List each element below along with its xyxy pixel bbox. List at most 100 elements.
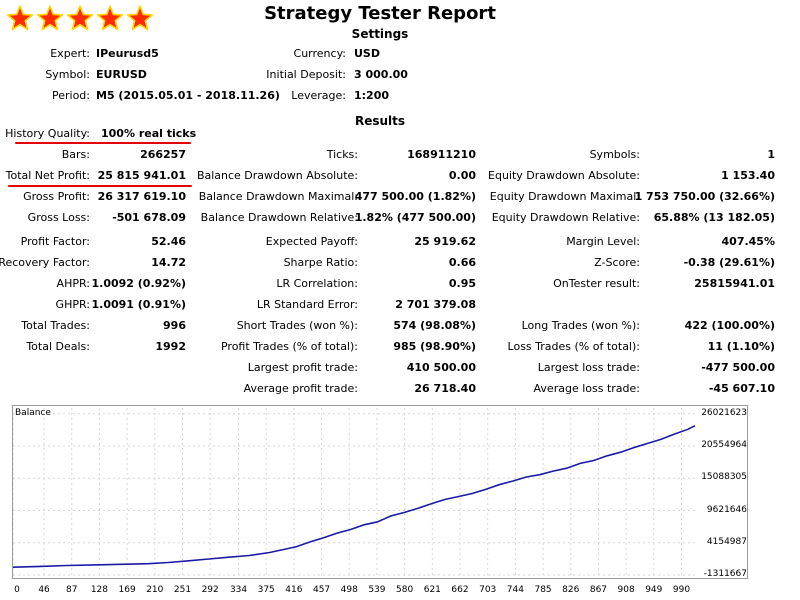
- result-label-margin-level: Margin Level:: [566, 235, 640, 248]
- y-tick-label: -1311667: [703, 569, 747, 579]
- result-value-average-profit-trade: 26 718.40: [414, 382, 476, 395]
- result-value-loss-trades-of-total: 11 (1.10%): [707, 340, 775, 353]
- settings-label-leverage: Leverage:: [291, 89, 346, 102]
- result-label-bars: Bars:: [61, 148, 90, 161]
- x-tick-label: 949: [645, 585, 663, 595]
- result-value-long-trades-won: 422 (100.00%): [684, 319, 775, 332]
- x-tick-label: 128: [90, 585, 109, 595]
- x-tick-label: 908: [617, 585, 635, 595]
- result-value-total-net-profit: 25 815 941.01: [97, 169, 186, 182]
- x-tick-label: 621: [423, 585, 441, 595]
- balance-chart: 26021623 20554964 15088305 9621646 4154987 -1…: [12, 405, 748, 579]
- star-icon: [6, 5, 34, 31]
- settings-heading: Settings: [351, 27, 409, 41]
- result-label-total-net-profit: Total Net Profit:: [5, 169, 90, 182]
- result-value-gross-profit: 26 317 619.10: [97, 190, 186, 203]
- result-value-short-trades-won: 574 (98.08%): [393, 319, 476, 332]
- result-label-equity-drawdown-relative: Equity Drawdown Relative:: [491, 211, 640, 224]
- star-icon: [66, 5, 94, 31]
- result-label-z-score: Z-Score:: [594, 256, 640, 269]
- x-tick-label: 867: [589, 585, 608, 595]
- x-tick-label: 87: [66, 585, 78, 595]
- net-profit-underline: [8, 185, 192, 187]
- result-label-gross-loss: Gross Loss:: [27, 211, 90, 224]
- result-label-average-profit-trade: Average profit trade:: [243, 382, 358, 395]
- result-value-gross-loss: -501 678.09: [112, 211, 186, 224]
- result-value-largest-profit-trade: 410 500.00: [406, 361, 476, 374]
- report-title: Strategy Tester Report: [264, 3, 496, 24]
- result-value-equity-drawdown-relative: 65.88% (13 182.05): [653, 211, 775, 224]
- settings-value-initial-deposit: 3 000.00: [354, 68, 408, 81]
- x-tick-label: 990: [672, 585, 691, 595]
- result-label-ahpr: AHPR:: [56, 277, 90, 290]
- x-tick-label: 210: [146, 585, 164, 595]
- settings-label-period: Period:: [51, 89, 90, 102]
- result-label-largest-profit-trade: Largest profit trade:: [247, 361, 358, 374]
- result-value-sharpe-ratio: 0.66: [448, 256, 476, 269]
- result-value-margin-level: 407.45%: [721, 235, 775, 248]
- settings-value-currency: USD: [354, 47, 380, 60]
- star-icon: [126, 5, 154, 31]
- result-label-profit-trades-of-total: Profit Trades (% of total):: [220, 340, 358, 353]
- result-value-equity-drawdown-absolute: 1 153.40: [721, 169, 775, 182]
- result-label-balance-drawdown-absolute: Balance Drawdown Absolute:: [196, 169, 358, 182]
- result-value-z-score: -0.38 (29.61%): [683, 256, 775, 269]
- result-value-total-trades: 996: [163, 319, 186, 332]
- result-label-total-trades: Total Trades:: [21, 319, 90, 332]
- x-tick-label: 539: [368, 585, 386, 595]
- rating-stars: [6, 4, 156, 36]
- result-label-loss-trades-of-total: Loss Trades (% of total):: [507, 340, 640, 353]
- history-quality-value: 100% real ticks: [101, 127, 197, 140]
- result-value-symbols: 1: [767, 148, 775, 161]
- y-tick-label: 26021623: [701, 407, 747, 418]
- result-label-short-trades-won: Short Trades (won %):: [236, 319, 358, 332]
- result-value-ahpr: 1.0092 (0.92%): [91, 277, 187, 290]
- result-value-largest-loss-trade: -477 500.00: [701, 361, 775, 374]
- result-label-sharpe-ratio: Sharpe Ratio:: [283, 256, 358, 269]
- result-value-profit-factor: 52.46: [151, 235, 186, 248]
- result-value-ghpr: 1.0091 (0.91%): [91, 298, 187, 311]
- y-tick-label: 20554964: [701, 440, 747, 451]
- x-tick-label: 416: [285, 585, 303, 595]
- result-label-balance-drawdown-relative: Balance Drawdown Relative:: [200, 211, 358, 224]
- star-icon: [36, 5, 64, 31]
- y-tick-label: 15088305: [701, 472, 747, 483]
- result-value-bars: 266257: [140, 148, 186, 161]
- x-tick-label: 744: [506, 585, 524, 595]
- result-value-total-deals: 1992: [155, 340, 186, 353]
- x-tick-label: 457: [312, 585, 331, 595]
- result-value-ontester-result: 25815941.01: [694, 277, 775, 290]
- x-tick-label: 498: [340, 585, 358, 595]
- settings-value-leverage: 1:200: [354, 89, 390, 102]
- result-value-profit-trades-of-total: 985 (98.90%): [393, 340, 476, 353]
- settings-value-period: M5 (2015.05.01 - 2018.11.26): [96, 89, 280, 102]
- result-label-long-trades-won: Long Trades (won %):: [521, 319, 640, 332]
- x-tick-label: 334: [229, 585, 248, 595]
- results-heading: Results: [354, 114, 406, 128]
- result-label-lr-correlation: LR Correlation:: [276, 277, 358, 290]
- result-label-balance-drawdown-maximal: Balance Drawdown Maximal:: [198, 190, 358, 203]
- result-value-equity-drawdown-maximal: 1 753 750.00 (32.66%): [634, 190, 775, 203]
- x-tick-label: 580: [396, 585, 414, 595]
- settings-label-initial-deposit: Initial Deposit:: [266, 68, 346, 81]
- result-label-expected-payoff: Expected Payoff:: [265, 235, 358, 248]
- settings-label-symbol: Symbol:: [45, 68, 90, 81]
- result-label-average-loss-trade: Average loss trade:: [533, 382, 640, 395]
- balance-line: [13, 424, 696, 568]
- x-tick-label: 785: [534, 585, 552, 595]
- x-tick-label: 375: [257, 585, 275, 595]
- result-label-recovery-factor: Recovery Factor:: [0, 256, 90, 269]
- result-value-balance-drawdown-maximal: 477 500.00 (1.82%): [354, 190, 476, 203]
- settings-value-symbol: EURUSD: [96, 68, 147, 81]
- chart-title: Balance: [15, 408, 51, 418]
- star-icon: [96, 5, 124, 31]
- result-label-lr-standard-error: LR Standard Error:: [256, 298, 358, 311]
- x-tick-label: 826: [562, 585, 580, 595]
- result-label-total-deals: Total Deals:: [26, 340, 90, 353]
- result-label-ontester-result: OnTester result:: [553, 277, 640, 290]
- history-quality-underline: [15, 142, 191, 144]
- result-value-recovery-factor: 14.72: [151, 256, 186, 269]
- result-label-ghpr: GHPR:: [55, 298, 90, 311]
- result-value-lr-correlation: 0.95: [448, 277, 476, 290]
- x-tick-label: 662: [451, 585, 469, 595]
